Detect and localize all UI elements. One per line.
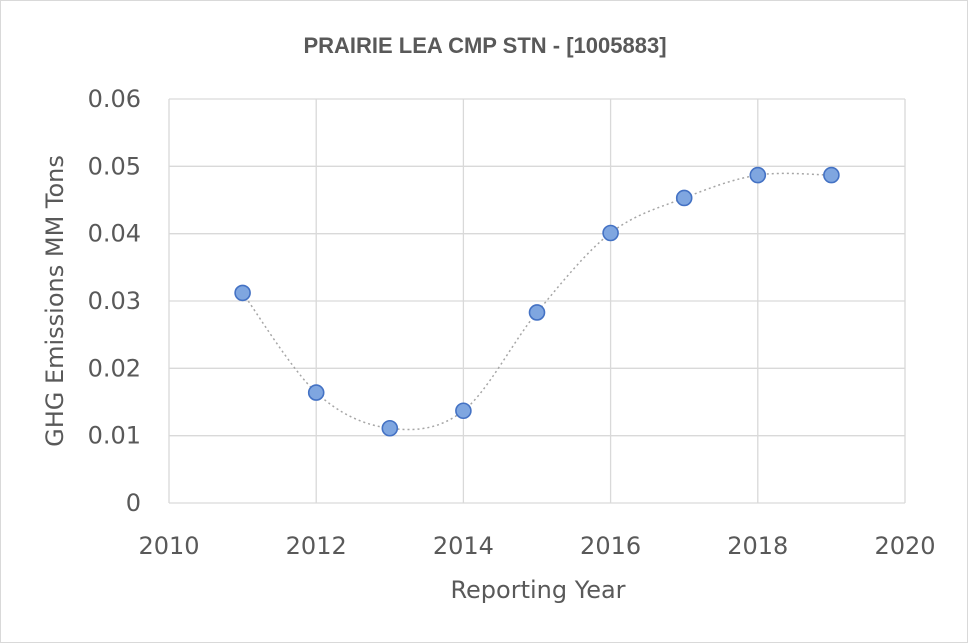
data-point-2013 <box>381 419 399 437</box>
data-points <box>234 166 840 437</box>
y-axis-label: GHG Emissions MM Tons <box>41 155 69 447</box>
x-tick-label: 2016 <box>580 532 641 560</box>
x-tick-label: 2010 <box>138 532 199 560</box>
y-tick-label: 0.04 <box>88 220 141 248</box>
x-tick-labels: 2010 2012 2014 2016 2018 2020 <box>138 532 935 560</box>
x-tick-label: 2014 <box>433 532 494 560</box>
data-point-2017 <box>675 189 693 207</box>
y-tick-label: 0 <box>126 489 141 517</box>
x-axis-label: Reporting Year <box>450 576 625 604</box>
data-point-2011 <box>234 284 251 302</box>
y-tick-label: 0.06 <box>88 85 141 113</box>
y-tick-label: 0.02 <box>88 354 141 382</box>
x-tick-label: 2018 <box>727 532 788 560</box>
y-tick-label: 0.05 <box>88 152 141 180</box>
y-tick-labels: 0 0.01 0.02 0.03 0.04 0.05 0.06 <box>88 85 141 517</box>
data-point-2016 <box>602 224 619 242</box>
x-tick-label: 2020 <box>874 532 935 560</box>
data-point-2012 <box>307 384 325 401</box>
data-point-2019 <box>823 166 840 184</box>
data-point-2015 <box>528 304 546 321</box>
y-tick-label: 0.01 <box>88 422 141 450</box>
x-tick-label: 2012 <box>286 532 347 560</box>
series-trendline <box>241 172 832 431</box>
data-point-2014 <box>455 402 472 420</box>
y-tick-label: 0.03 <box>88 287 141 315</box>
chart-title: PRAIRIE LEA CMP STN - [1005883] <box>303 33 666 58</box>
horizontal-gridlines <box>169 98 905 504</box>
data-point-2018 <box>749 166 767 184</box>
